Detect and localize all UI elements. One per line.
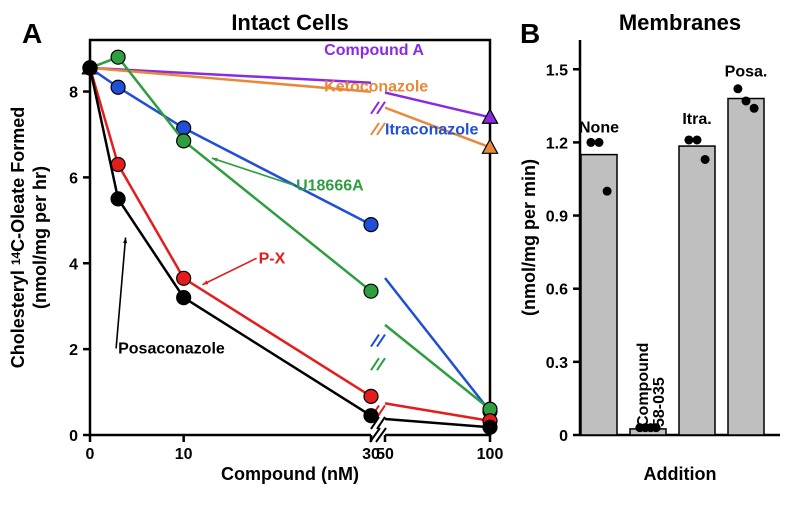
- svg-text:0: 0: [559, 428, 568, 445]
- svg-text:0: 0: [69, 428, 78, 445]
- bar-label: Posa.: [725, 64, 768, 81]
- bar-label: None: [579, 120, 619, 137]
- bar: [728, 99, 764, 435]
- bar-point: [595, 138, 604, 147]
- series-marker: [177, 134, 191, 148]
- svg-text:A: A: [22, 18, 42, 49]
- bar: [581, 155, 617, 435]
- series-marker: [177, 291, 191, 305]
- series-label: U18666A: [296, 177, 364, 194]
- svg-text:0: 0: [86, 446, 95, 463]
- series-label: Ketoconazole: [324, 79, 428, 96]
- svg-text:0.3: 0.3: [546, 355, 568, 372]
- svg-text:10: 10: [175, 446, 193, 463]
- svg-text:8: 8: [69, 85, 78, 102]
- svg-text:2: 2: [69, 342, 78, 359]
- bar-point: [733, 84, 742, 93]
- bar-point: [693, 135, 702, 144]
- svg-text:Membranes: Membranes: [619, 10, 741, 35]
- bar-point: [750, 104, 759, 113]
- series-marker: [364, 409, 378, 423]
- bar-point: [701, 155, 710, 164]
- bar-point: [684, 135, 693, 144]
- bar-point: [603, 187, 612, 196]
- series-marker: [483, 420, 497, 434]
- bar-label: Itra.: [682, 111, 711, 128]
- series-marker: [177, 271, 191, 285]
- series-label: P-X: [259, 250, 286, 267]
- series-marker: [111, 80, 125, 94]
- series-label: Itraconazole: [385, 121, 478, 138]
- series-marker: [364, 218, 378, 232]
- svg-text:(nmol/mg per min): (nmol/mg per min): [519, 159, 539, 316]
- svg-text:50: 50: [376, 446, 394, 463]
- series-marker: [364, 389, 378, 403]
- series-marker: [111, 158, 125, 172]
- bar-label: Compound58-035: [635, 343, 668, 427]
- svg-text:Addition: Addition: [644, 464, 717, 484]
- series-line: [385, 403, 490, 420]
- series-marker: [364, 284, 378, 298]
- svg-text:Intact Cells: Intact Cells: [231, 10, 348, 35]
- series-line: [385, 419, 490, 427]
- svg-text:1.2: 1.2: [546, 135, 568, 152]
- bar: [679, 146, 715, 435]
- series-marker: [83, 61, 97, 75]
- svg-text:1.5: 1.5: [546, 62, 568, 79]
- svg-text:(nmol/mg per hr): (nmol/mg per hr): [30, 166, 50, 309]
- series-label: Compound A: [324, 42, 424, 59]
- svg-text:0.9: 0.9: [546, 209, 568, 226]
- svg-text:6: 6: [69, 170, 78, 187]
- svg-text:Compound (nM): Compound (nM): [221, 464, 359, 484]
- svg-text:4: 4: [69, 256, 78, 273]
- svg-text:Cholesteryl 14C-Oleate Formed: Cholesteryl 14C-Oleate Formed: [8, 107, 28, 368]
- svg-text:100: 100: [477, 446, 504, 463]
- series-marker: [111, 50, 125, 64]
- series-label: Posaconazole: [118, 340, 225, 357]
- svg-text:0.6: 0.6: [546, 282, 568, 299]
- series-line: [385, 278, 490, 411]
- svg-text:B: B: [520, 18, 540, 49]
- series-line: [385, 325, 490, 409]
- series-marker: [111, 192, 125, 206]
- bar-point: [742, 96, 751, 105]
- bar-point: [586, 138, 595, 147]
- series-line: [90, 68, 371, 416]
